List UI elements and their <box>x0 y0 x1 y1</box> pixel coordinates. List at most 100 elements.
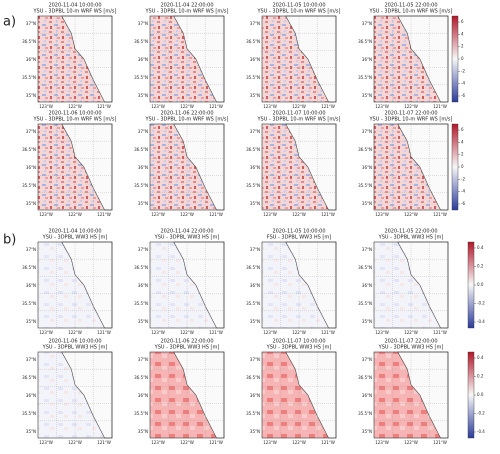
lon-label: 121°W <box>209 212 223 217</box>
lat-label: 36.5°N <box>246 265 260 270</box>
map-frame <box>37 351 113 439</box>
panel-subtitle: YSU - 3DPBL 10-m WRF WS [m/s] <box>32 9 116 15</box>
lat-label: 35.5°N <box>22 301 36 306</box>
lat-label: 37°N <box>362 21 372 26</box>
panel-time: 2020-11-05 22:00:00 <box>384 3 437 9</box>
lon-label: 121°W <box>321 330 335 335</box>
panel-subtitle: YSU - 3DPBL 10-m WRF WS [m/s] <box>144 9 228 15</box>
lat-label: 35°N <box>138 201 148 206</box>
colorbar <box>451 123 459 211</box>
colorbar-tick-label: 0.4 <box>477 245 484 250</box>
colorbar-tick-label: 0.0 <box>477 282 484 287</box>
lat-label: 35.5°N <box>358 411 372 416</box>
colorbar <box>467 351 475 439</box>
section-label: b) <box>3 233 16 248</box>
lat-label: 35.5°N <box>358 183 372 188</box>
lat-label: 37°N <box>250 357 260 362</box>
lon-label: 121°W <box>321 212 335 217</box>
panel-subtitle: YSU - 3DPBL WW3 HS [m] <box>154 345 220 351</box>
colorbar-tick-label: 0.0 <box>477 392 484 397</box>
lon-label: 123°W <box>39 104 53 109</box>
map-frame <box>37 123 113 211</box>
lat-label: 36°N <box>362 393 372 398</box>
lat-label: 37°N <box>362 129 372 134</box>
colorbar-tick-label: 2 <box>461 44 464 49</box>
colorbar-tick-label: 0 <box>461 164 464 169</box>
panel-time: 2020-11-07 22:00:00 <box>384 339 437 345</box>
lat-label: 35°N <box>362 429 372 434</box>
lon-label: 121°W <box>433 330 447 335</box>
lon-label: 121°W <box>97 104 111 109</box>
colorbar-tick-label: 4 <box>461 31 464 36</box>
lat-label: 36.5°N <box>134 375 148 380</box>
lon-label: 122°W <box>68 330 82 335</box>
panel-time: 2020-11-04 22:00:00 <box>160 3 213 9</box>
colorbar-tick-label: 6 <box>461 127 464 132</box>
map-frame <box>261 241 337 329</box>
lat-label: 36°N <box>26 165 36 170</box>
lat-label: 36°N <box>26 393 36 398</box>
lat-label: 35.5°N <box>134 301 148 306</box>
lon-label: 121°W <box>321 440 335 445</box>
panel-time: 2020-11-04 10:00:00 <box>48 229 101 235</box>
lat-label: 36°N <box>250 393 260 398</box>
panel-subtitle: YSU - 3DPBL WW3 HS [m] <box>42 235 108 241</box>
lon-label: 122°W <box>404 440 418 445</box>
panel-subtitle: YSU - 3DPBL WW3 HS [m] <box>154 235 220 241</box>
section-label: a) <box>3 15 16 30</box>
lon-label: 122°W <box>292 330 306 335</box>
colorbar-tick-label: -0.4 <box>477 429 485 434</box>
lon-label: 123°W <box>375 104 389 109</box>
colorbar-tick-label: -0.2 <box>477 411 485 416</box>
lon-label: 122°W <box>180 330 194 335</box>
lon-label: 121°W <box>321 104 335 109</box>
panel-subtitle: YSU - 3DPBL 10-m WRF WS [m/s] <box>256 9 340 15</box>
lat-label: 35.5°N <box>22 75 36 80</box>
lat-label: 36.5°N <box>134 147 148 152</box>
lon-label: 121°W <box>433 212 447 217</box>
lat-label: 35°N <box>250 429 260 434</box>
lon-label: 123°W <box>263 212 277 217</box>
lat-label: 35°N <box>138 93 148 98</box>
lat-label: 35.5°N <box>134 75 148 80</box>
map-frame <box>373 351 449 439</box>
panel-time: 2020-11-07 10:00:00 <box>272 111 325 117</box>
panel-time: 2020-11-04 10:00:00 <box>48 3 101 9</box>
colorbar-tick-label: 6 <box>461 19 464 24</box>
lat-label: 35.5°N <box>246 75 260 80</box>
colorbar-tick-label: -2 <box>461 176 465 181</box>
lon-label: 123°W <box>375 330 389 335</box>
colorbar <box>467 241 475 329</box>
lon-label: 122°W <box>292 104 306 109</box>
map-frame <box>261 351 337 439</box>
colorbar <box>451 15 459 103</box>
lat-label: 36°N <box>138 57 148 62</box>
panel-subtitle: YSU - 3DPBL 10-m WRF WS [m/s] <box>368 9 452 15</box>
lon-label: 123°W <box>375 440 389 445</box>
lat-label: 37°N <box>138 129 148 134</box>
lat-label: 35°N <box>362 319 372 324</box>
map-frame <box>37 15 113 103</box>
lon-label: 122°W <box>292 440 306 445</box>
panel-subtitle: YSU - 3DPBL WW3 HS [m] <box>378 235 444 241</box>
lat-label: 36°N <box>362 165 372 170</box>
lat-label: 36°N <box>250 165 260 170</box>
lon-label: 122°W <box>180 212 194 217</box>
lat-label: 37°N <box>138 357 148 362</box>
lat-label: 36°N <box>250 57 260 62</box>
lon-label: 121°W <box>209 330 223 335</box>
panel-subtitle: YSU - 3DPBL WW3 HS [m] <box>266 345 332 351</box>
lat-label: 35°N <box>362 201 372 206</box>
lat-label: 36.5°N <box>246 375 260 380</box>
lon-label: 122°W <box>404 212 418 217</box>
lat-label: 36.5°N <box>134 39 148 44</box>
map-frame <box>149 351 225 439</box>
lon-label: 123°W <box>151 330 165 335</box>
lat-label: 35°N <box>250 93 260 98</box>
lat-label: 36.5°N <box>358 265 372 270</box>
lon-label: 121°W <box>97 440 111 445</box>
lat-label: 36.5°N <box>22 375 36 380</box>
lat-label: 37°N <box>26 129 36 134</box>
lat-label: 35.5°N <box>22 183 36 188</box>
